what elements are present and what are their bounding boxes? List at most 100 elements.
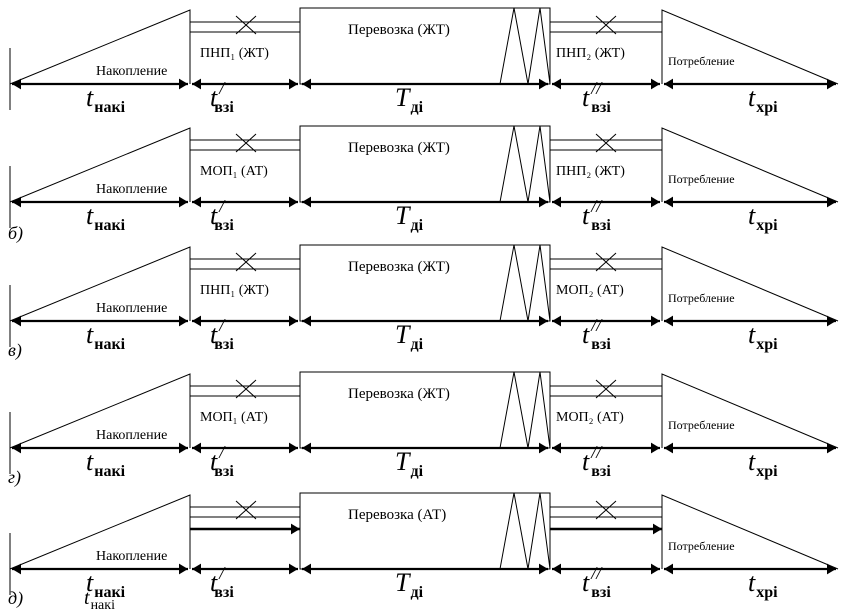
consumption-triangle	[661, 373, 839, 449]
arrowhead	[289, 563, 298, 575]
valve-1-mark	[235, 15, 257, 35]
svg-text:t/взi: t / взi	[210, 196, 234, 234]
svg-text:tхрi: tхрi	[748, 568, 778, 601]
variant-label: в)	[8, 340, 22, 361]
arrowhead	[664, 78, 673, 90]
arrowhead	[664, 196, 673, 208]
accumulation-label: Накопление	[96, 549, 167, 564]
valve-2-mark	[595, 500, 617, 520]
haul-label: Перевозка (ЖТ)	[348, 386, 450, 402]
transfer-1-label: ПНП₁ (ЖТ)	[200, 283, 269, 298]
haul-label: Перевозка (АТ)	[348, 507, 446, 523]
scheme-row-1: Накопление ПНП₁ (ЖТ) Перевозка (ЖТ) ПНП₂ (Ж…	[9, 7, 839, 116]
svg-text:Tдi: Tдi	[395, 568, 424, 601]
haul-label: Перевозка (ЖТ)	[348, 140, 450, 156]
arrowhead	[651, 196, 660, 208]
svg-text:tнакi: tнакi	[86, 201, 126, 234]
consumption-triangle	[661, 9, 839, 85]
svg-text:Tдi: Tдi	[395, 83, 424, 116]
time-label-t_acc: tнакi	[86, 83, 126, 116]
time-label-t_cons: tхрi	[748, 201, 778, 234]
arrowhead	[179, 563, 188, 575]
arrowhead	[552, 78, 561, 90]
consumption-triangle	[661, 494, 839, 570]
arrowhead	[302, 442, 311, 454]
arrowhead	[302, 196, 311, 208]
svg-text:Tдi: Tдi	[395, 201, 424, 234]
consumption-label: Потребление	[668, 291, 735, 305]
arrowhead	[192, 196, 201, 208]
arrowhead	[12, 563, 21, 575]
arrowhead	[302, 315, 311, 327]
arrowhead	[192, 563, 201, 575]
haul-label: Перевозка (ЖТ)	[348, 22, 450, 38]
time-label-t_cons: tхрi	[748, 568, 778, 601]
haul-box	[299, 492, 551, 570]
time-label-t_haul: Tдi	[395, 568, 424, 601]
arrowhead	[192, 315, 201, 327]
arrowhead	[302, 563, 311, 575]
time-label-t_acc: tнакi	[86, 568, 126, 601]
arrowhead	[827, 315, 836, 327]
haul-zigzag	[499, 7, 551, 85]
arrowhead	[539, 196, 548, 208]
arrowhead	[12, 78, 21, 90]
arrowhead	[289, 315, 298, 327]
svg-text:t/взi: t / взi	[210, 442, 234, 480]
accumulation-label: Накопление	[96, 182, 167, 197]
arrowhead	[651, 442, 660, 454]
arrowhead	[302, 78, 311, 90]
arrowhead	[289, 196, 298, 208]
time-label-t_tr2: t//взi	[582, 442, 611, 480]
arrowhead	[539, 78, 548, 90]
haul-box	[299, 125, 551, 203]
time-label-t_haul: Tдi	[395, 320, 424, 353]
haul-box	[299, 244, 551, 322]
transfer-2-label: ПНП₂ (ЖТ)	[556, 164, 625, 179]
arrowhead	[552, 196, 561, 208]
haul-zigzag	[499, 125, 551, 203]
consumption-label: Потребление	[668, 418, 735, 432]
arrowhead	[289, 442, 298, 454]
arrowhead	[827, 196, 836, 208]
svg-text:Tдi: Tдi	[395, 447, 424, 480]
transfer-1-label: МОП₁ (АТ)	[200, 410, 268, 425]
time-label-t_acc: tнакi	[86, 201, 126, 234]
transfer-2-label: МОП₂ (АТ)	[556, 283, 624, 298]
transfer-2-label: ПНП₂ (ЖТ)	[556, 46, 625, 61]
transfer-1-label: МОП₁ (АТ)	[200, 164, 268, 179]
valve-2-mark	[595, 252, 617, 272]
arrowhead	[827, 78, 836, 90]
time-label-t_haul: Tдi	[395, 447, 424, 480]
transfer-1-label: ПНП₁ (ЖТ)	[200, 46, 269, 61]
svg-text:tнакi: tнакi	[86, 447, 126, 480]
arrowhead	[12, 442, 21, 454]
valve-2-mark	[595, 133, 617, 153]
valve-2-mark	[595, 379, 617, 399]
arrowhead	[12, 196, 21, 208]
arrowhead	[651, 78, 660, 90]
consumption-label: Потребление	[668, 539, 735, 553]
valve-1-mark	[235, 133, 257, 153]
scheme-row-4: Накопление МОП₁ (АТ) Перевозка (ЖТ) МОП₂ (А…	[9, 371, 839, 480]
consumption-label: Потребление	[668, 172, 735, 186]
arrowhead	[664, 563, 673, 575]
arrowhead	[179, 196, 188, 208]
arrowhead	[827, 442, 836, 454]
accumulation-label: Накопление	[96, 64, 167, 79]
arrowhead	[552, 563, 561, 575]
arrowhead	[192, 78, 201, 90]
transfer-2-label: МОП₂ (АТ)	[556, 410, 624, 425]
arrowhead	[291, 523, 300, 535]
svg-text:tхрi: tхрi	[748, 201, 778, 234]
haul-zigzag	[499, 244, 551, 322]
arrowhead	[552, 315, 561, 327]
arrowhead	[179, 78, 188, 90]
scheme-row-3: Накопление ПНП₁ (ЖТ) Перевозка (ЖТ) МОП₂ (А…	[9, 244, 839, 353]
arrowhead	[552, 442, 561, 454]
time-label-t_cons: tхрi	[748, 83, 778, 116]
svg-text:Tдi: Tдi	[395, 320, 424, 353]
arrowhead	[539, 315, 548, 327]
time-label-t_acc: tнакi	[86, 320, 126, 353]
